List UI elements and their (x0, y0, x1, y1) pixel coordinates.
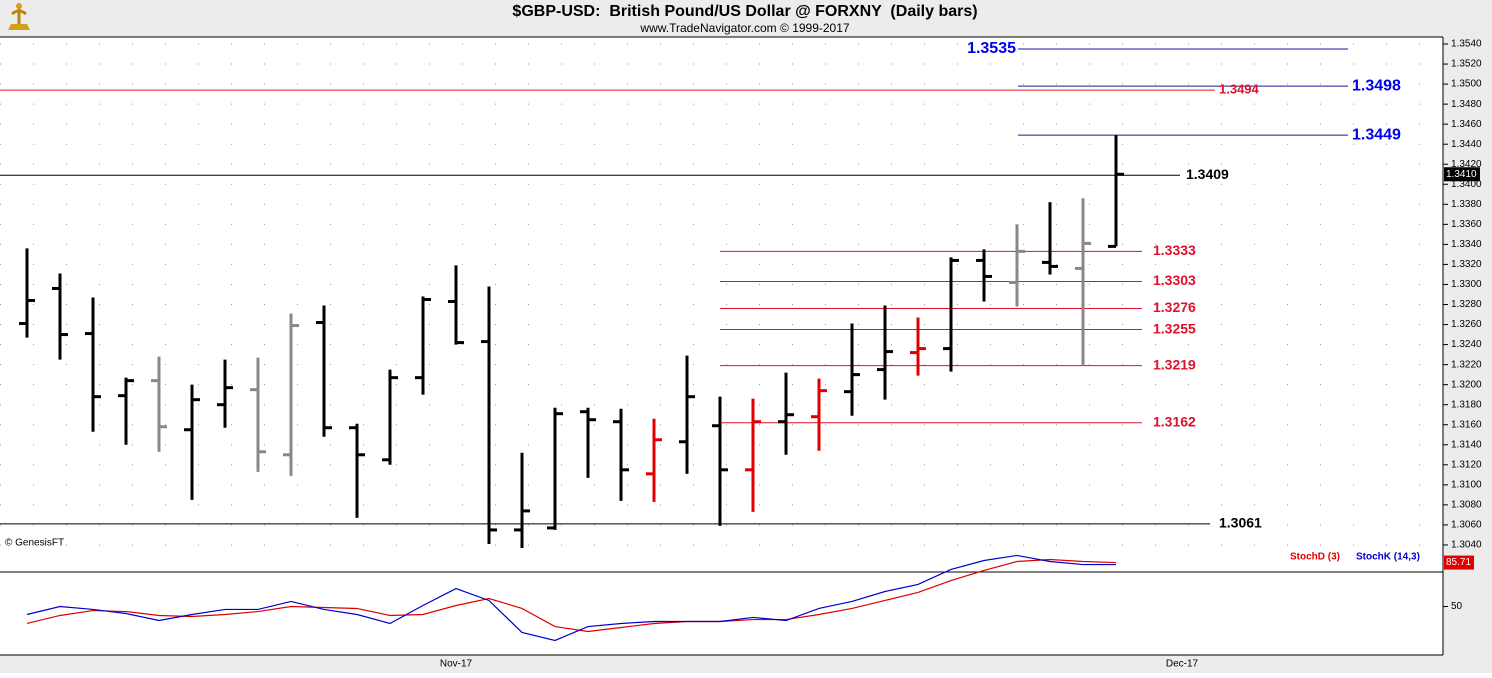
y-tick-label: 1.3160 (1451, 419, 1482, 430)
y-tick-label: 1.3260 (1451, 319, 1482, 330)
y-tick-label: 1.3080 (1451, 500, 1482, 511)
y-tick-label: 1.3420 (1451, 159, 1482, 170)
y-tick-label: 1.3220 (1451, 359, 1482, 370)
level-label: 1.3061 (1219, 515, 1262, 531)
last-value-box (1444, 555, 1474, 570)
y-tick-label: 1.3440 (1451, 139, 1482, 150)
level-label: 1.3494 (1219, 82, 1260, 97)
last-price-box (1444, 167, 1480, 182)
credit: © GenesisFT (5, 538, 64, 549)
y-tick-label: 1.3360 (1451, 219, 1482, 230)
y-tick-label: 1.3460 (1451, 119, 1482, 130)
level-label: 1.3303 (1153, 272, 1196, 288)
y-tick-label: 1.3200 (1451, 379, 1482, 390)
level-label: 1.3449 (1352, 126, 1401, 143)
title-bar (0, 0, 1492, 37)
y-tick-label: 1.3240 (1451, 339, 1482, 350)
level-label: 1.3535 (967, 40, 1016, 57)
level-label: 1.3498 (1352, 77, 1401, 94)
legend-label: StochK (14,3) (1356, 552, 1420, 563)
logo (8, 3, 30, 30)
y-tick-label: 50 (1451, 601, 1463, 612)
y-tick-label: 1.3100 (1451, 479, 1482, 490)
last-price-label: 1.3410 (1446, 169, 1477, 180)
y-tick-label: 1.3180 (1451, 399, 1482, 410)
y-tick-label: 1.3540 (1451, 39, 1482, 50)
stoch-line (26, 554, 1116, 642)
y-tick-label: 1.3400 (1451, 179, 1482, 190)
y-tick-label: 1.3060 (1451, 520, 1482, 531)
x-tick-label: Nov-17 (440, 659, 473, 670)
level-label: 1.3333 (1153, 242, 1196, 258)
chart-subtitle: www.TradeNavigator.com © 1999-2017 (639, 21, 849, 35)
y-tick-label: 1.3340 (1451, 239, 1482, 250)
y-tick-label: 1.3520 (1451, 59, 1482, 70)
y-tick-label: 1.3120 (1451, 459, 1482, 470)
level-label: 1.3219 (1153, 356, 1196, 372)
x-axis-strip (0, 655, 1443, 673)
level-label: 1.3276 (1153, 299, 1196, 315)
y-tick-label: 1.3500 (1451, 79, 1482, 90)
axis-strip (1443, 37, 1492, 673)
chart-title: $GBP-USD: British Pound/US Dollar @ FORX… (512, 3, 977, 20)
x-tick-label: Dec-17 (1166, 659, 1199, 670)
level-label: 1.3255 (1153, 320, 1196, 336)
y-tick-label: 1.3280 (1451, 299, 1482, 310)
stoch-line (26, 558, 1117, 633)
y-tick-label: 1.3140 (1451, 439, 1482, 450)
y-tick-label: 1.3480 (1451, 99, 1482, 110)
legend-label: StochD (3) (1290, 552, 1340, 563)
y-tick-label: 1.3380 (1451, 199, 1482, 210)
level-label: 1.3409 (1186, 166, 1229, 182)
y-tick-label: 1.3320 (1451, 259, 1482, 270)
level-label: 1.3162 (1153, 413, 1196, 429)
y-tick-label: 1.3300 (1451, 279, 1482, 290)
last-value-label: 85.71 (1446, 557, 1471, 568)
y-tick-label: 1.3040 (1451, 540, 1482, 551)
